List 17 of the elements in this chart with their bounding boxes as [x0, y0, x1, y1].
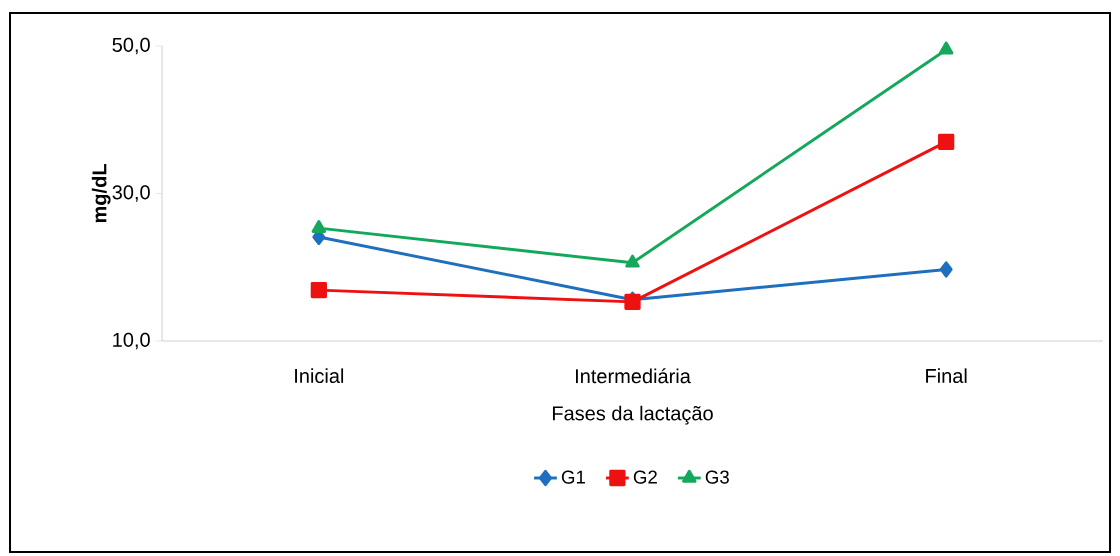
y-tick-label: 50,0 — [112, 37, 150, 55]
point — [939, 261, 953, 278]
legend-label: G2 — [633, 470, 657, 484]
y-tick-label: 30,0 — [112, 185, 150, 202]
x-tick-label: Final — [926, 368, 967, 384]
legend-label: G3 — [705, 470, 729, 484]
y-tick-label: 10,0 — [113, 332, 150, 350]
point — [310, 281, 327, 299]
point — [311, 220, 327, 233]
point — [938, 41, 954, 55]
x-tick-label: Inicial — [295, 368, 344, 384]
y-axis-title: mg/dL — [91, 164, 111, 223]
point — [625, 254, 640, 268]
x-tick-label: Intermediária — [575, 368, 691, 384]
legend-label: G1 — [561, 470, 585, 484]
point — [938, 133, 955, 151]
x-axis-title: Fases da lactação — [552, 405, 713, 425]
